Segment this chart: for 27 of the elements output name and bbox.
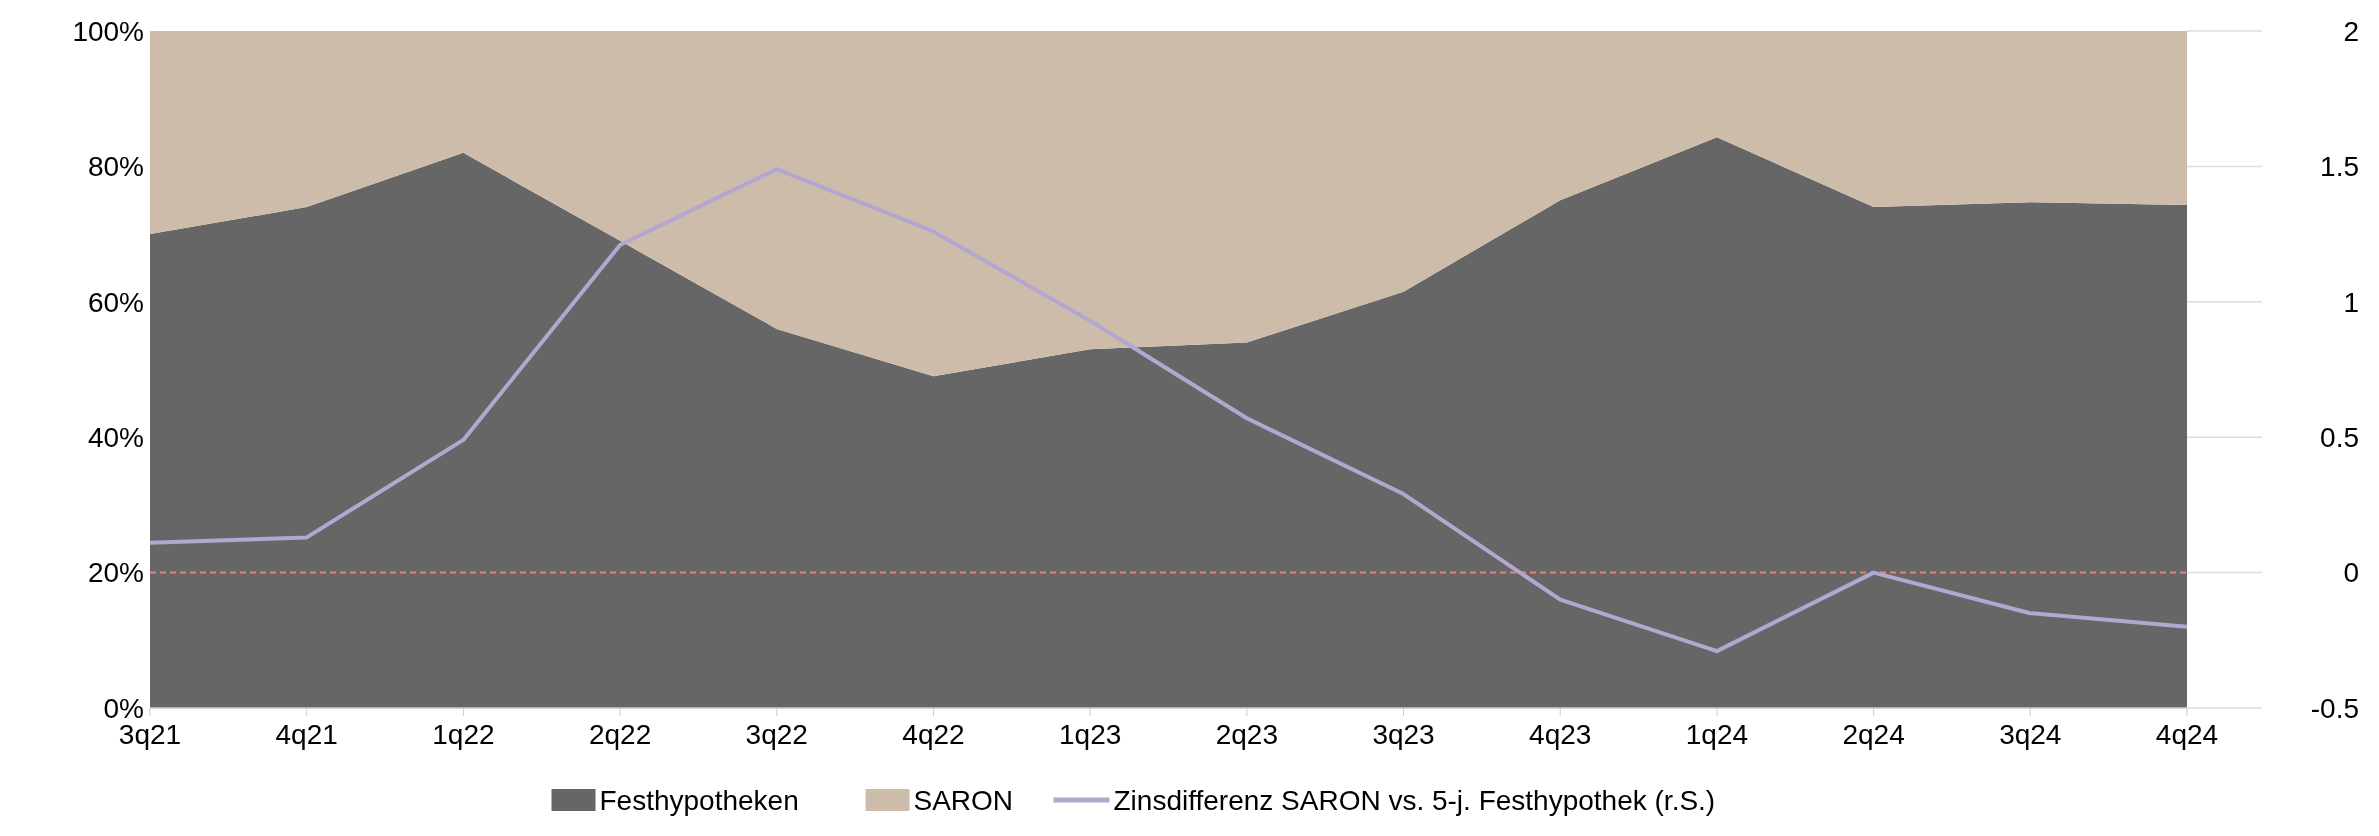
y-tick-label: 100% (72, 15, 144, 47)
y2-tick-label: 1 (2343, 286, 2359, 318)
x-tick-label: 3q23 (1372, 719, 1435, 750)
y-tick-label: 40% (87, 422, 144, 453)
x-tick-label: 1q24 (1685, 719, 1749, 750)
legend-label: Zinsdifferenz SARON vs. 5-j. Festhypothek (r.S.) (1113, 784, 1716, 816)
x-tick-label: 4q22 (902, 719, 965, 750)
y2-tick-label: 0 (2343, 557, 2359, 589)
x-tick-label: 2q24 (1842, 719, 1905, 750)
legend-label: SARON (913, 784, 1014, 816)
x-tick-label: 1q22 (432, 719, 495, 750)
y2-tick-label: -0.5 (2310, 692, 2359, 724)
x-tick-label: 2q22 (588, 719, 652, 750)
x-tick-label: 3q22 (745, 719, 808, 750)
y-tick-label: 60% (87, 286, 144, 318)
x-tick-label: 4q23 (1529, 719, 1592, 750)
y-tick-label: 20% (87, 557, 144, 589)
x-tick-label: 3q24 (1999, 719, 2062, 750)
y-tick-label: 80% (87, 151, 144, 183)
x-tick-label: 2q23 (1215, 719, 1278, 750)
y2-tick-label: 1.5 (2320, 151, 2359, 183)
x-tick-label: 1q23 (1059, 719, 1122, 750)
x-tick-label: 4q21 (275, 719, 338, 750)
y2-tick-label: 2 (2343, 15, 2359, 47)
legend-label: Festhypotheken (599, 784, 799, 816)
x-tick-label: 4q24 (2155, 719, 2219, 750)
y2-tick-label: 0.5 (2320, 422, 2359, 453)
